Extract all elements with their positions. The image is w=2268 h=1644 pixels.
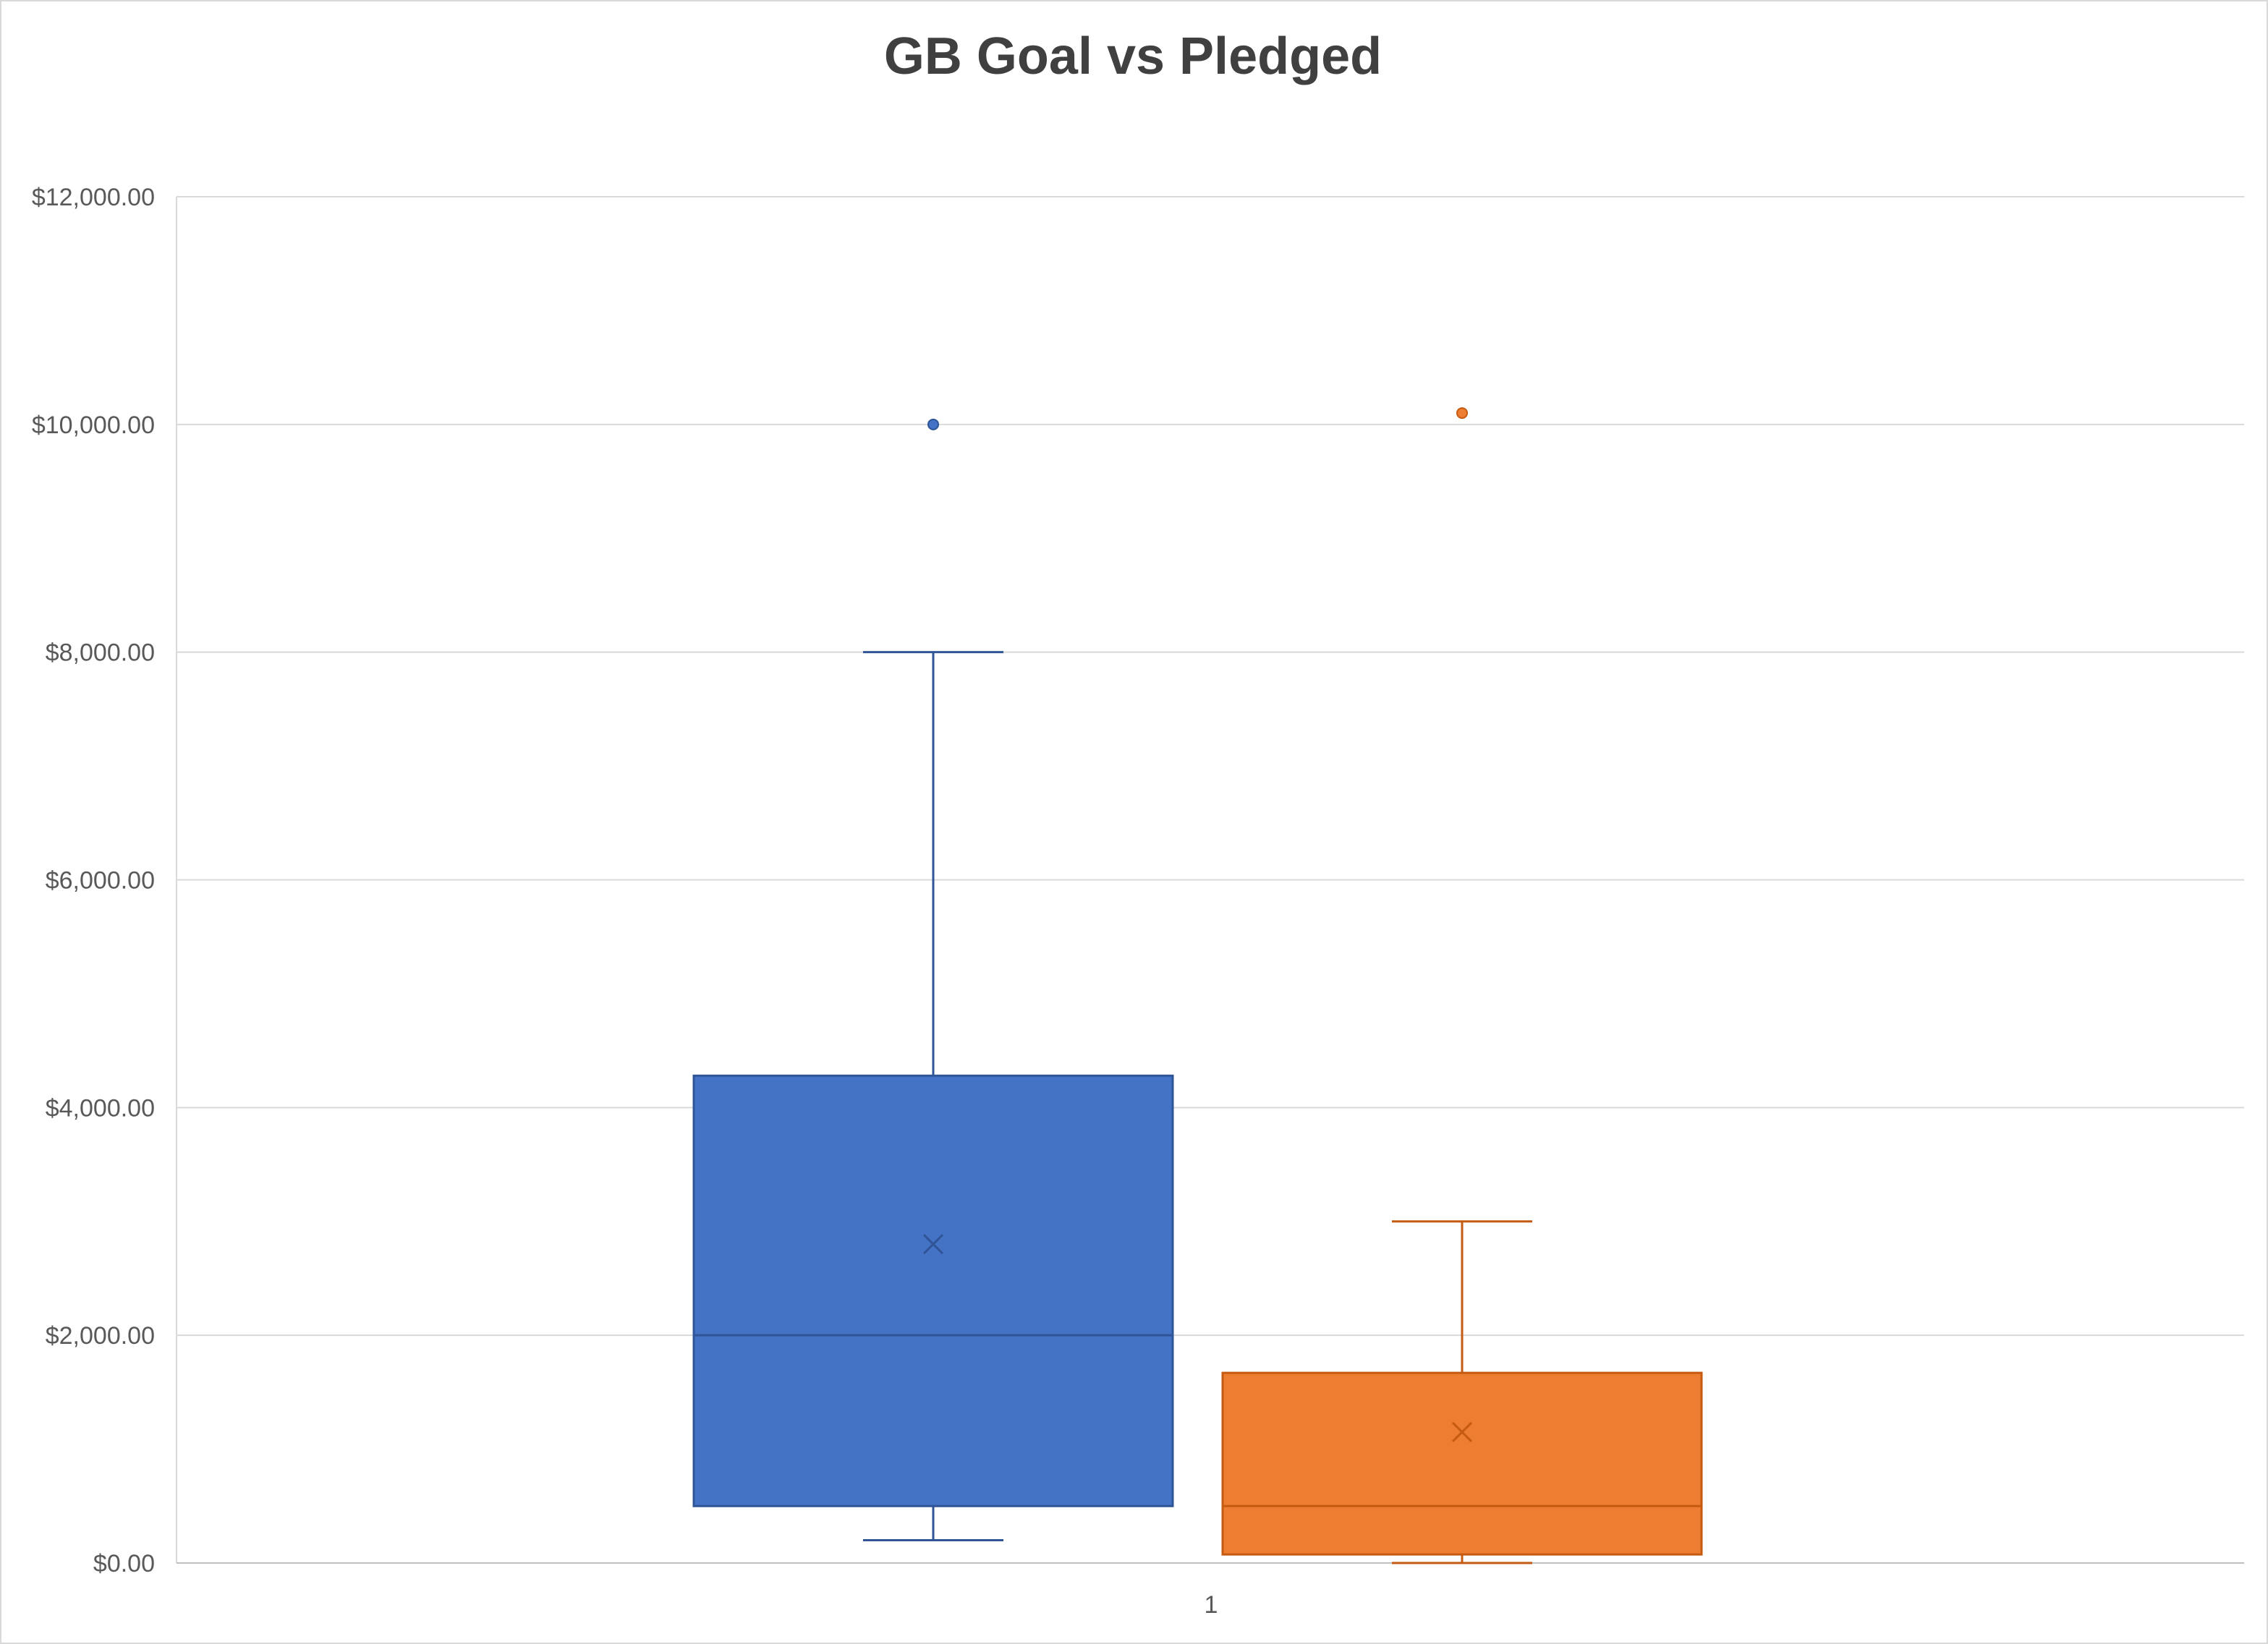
x-tick-label: 1 (1205, 1591, 1218, 1619)
y-axis: $0.00 $2,000.00 $4,000.00 $6,000.00 $8,000.0… (32, 184, 177, 1577)
y-tick-label: $8,000.00 (46, 639, 155, 667)
gridlines (177, 196, 2244, 1564)
box-series-2 (1221, 407, 1703, 1564)
box-series (692, 407, 1703, 1564)
mean-marker (1451, 1421, 1473, 1443)
chart-title: GB Goal vs Pledged (884, 27, 1382, 85)
box-series-1 (692, 418, 1174, 1542)
y-tick-label: $4,000.00 (46, 1094, 155, 1122)
box-iqr (692, 1074, 1174, 1507)
box-iqr (1221, 1371, 1703, 1556)
outlier-point (927, 418, 939, 430)
y-tick-label: $10,000.00 (32, 412, 155, 439)
mean-marker (922, 1234, 944, 1255)
y-tick-label: $0.00 (93, 1550, 155, 1577)
x-axis: 1 (177, 1562, 2244, 1619)
y-tick-label: $12,000.00 (32, 184, 155, 211)
y-tick-label: $2,000.00 (46, 1322, 155, 1350)
outlier-point (1456, 407, 1468, 419)
y-tick-label: $6,000.00 (46, 867, 155, 895)
